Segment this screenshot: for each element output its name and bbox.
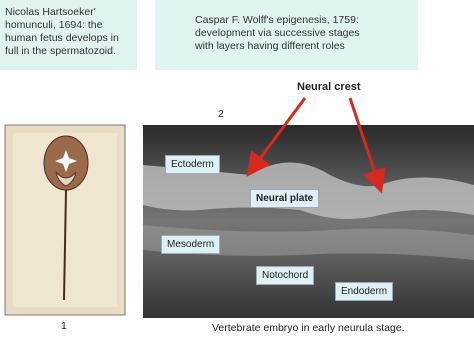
arrow bbox=[348, 97, 386, 194]
caption: Vertebrate embryo in early neurula stage… bbox=[212, 322, 405, 334]
homunculus bbox=[55, 171, 77, 187]
figure-number: 2 bbox=[218, 108, 224, 120]
sperm-tail bbox=[63, 189, 67, 301]
label: Neural plate bbox=[250, 189, 320, 208]
text-box: Caspar F. Wolff's epigenesis, 1759: deve… bbox=[155, 0, 418, 70]
label: Neural crest bbox=[297, 81, 361, 93]
text-box: Nicolas Hartsoeker' homunculi, 1694: the… bbox=[0, 0, 137, 70]
micrograph bbox=[143, 125, 474, 318]
sperm-spark bbox=[55, 150, 77, 172]
label: Notochord bbox=[256, 266, 315, 285]
label: Ectoderm bbox=[165, 155, 220, 174]
label: Endoderm bbox=[335, 282, 394, 301]
arrow bbox=[246, 97, 307, 177]
figure-number: 1 bbox=[61, 320, 67, 332]
label: Mesoderm bbox=[161, 235, 221, 254]
tissue-layer bbox=[143, 225, 474, 260]
